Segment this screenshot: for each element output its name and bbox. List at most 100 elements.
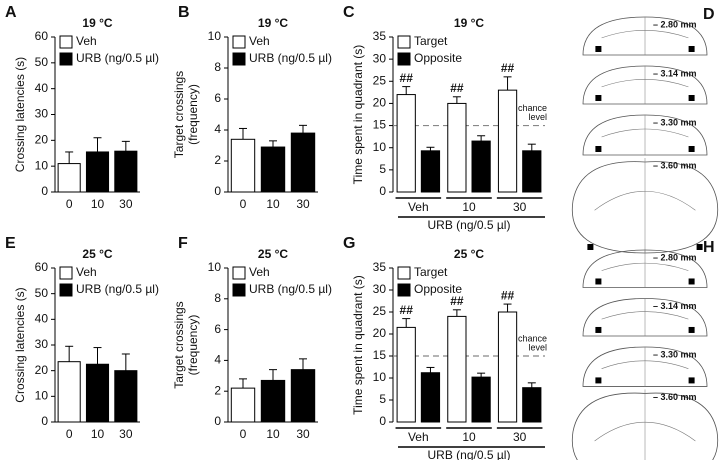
x-tick-label: 30: [513, 430, 527, 444]
error-bar: [93, 137, 102, 152]
y-tick-label: 0: [379, 414, 386, 428]
legend-label: Opposite: [414, 51, 462, 65]
error-bar: [239, 127, 247, 140]
section-label: – 3.30 mm: [653, 349, 697, 359]
x-tick-label: 30: [119, 197, 133, 211]
legend-swatch: [59, 52, 73, 66]
y-axis-label: (frequency): [186, 84, 200, 145]
bar: [114, 370, 138, 423]
y-tick-label: 10: [208, 29, 222, 43]
section-label: – 3.30 mm: [653, 117, 697, 127]
bar: [114, 150, 138, 193]
panel-letter: E: [5, 235, 16, 252]
legend-swatch: [232, 52, 246, 66]
error-bar: [452, 96, 461, 104]
y-tick-label: 2: [214, 383, 221, 397]
ventricle: [688, 326, 695, 333]
section-label: – 3.60 mm: [653, 160, 697, 170]
ventricle: [688, 278, 695, 285]
y-tick-label: 35: [373, 29, 387, 43]
section-label: – 3.14 mm: [653, 68, 697, 78]
bar: [471, 140, 491, 193]
bar: [230, 387, 256, 423]
y-tick-label: 4: [214, 353, 221, 367]
legend-label: Veh: [249, 265, 270, 279]
chance-label: level: [528, 342, 547, 352]
x-tick-label: 10: [91, 427, 105, 441]
ventricle: [696, 244, 703, 250]
chance-label: chance: [518, 103, 547, 113]
error-bar: [426, 146, 435, 151]
bar: [290, 369, 316, 423]
error-bar: [269, 140, 277, 148]
y-tick-label: 30: [35, 107, 49, 121]
x-tick-label: 10: [462, 430, 476, 444]
bar: [230, 138, 256, 193]
legend-swatch: [397, 52, 411, 66]
significance-mark: ##: [501, 288, 515, 302]
bar: [85, 363, 110, 423]
legend-swatch: [59, 35, 73, 49]
y-tick-label: 25: [373, 73, 387, 87]
chart-title: 19 °C: [82, 16, 112, 30]
y-tick-label: 0: [214, 184, 221, 198]
y-tick-label: 30: [373, 51, 387, 65]
y-tick-label: 8: [214, 60, 221, 74]
ventricle: [595, 46, 602, 52]
y-tick-label: 5: [379, 392, 386, 406]
y-tick-label: 20: [35, 363, 49, 377]
legend-label: URB (ng/0.5 µl): [249, 282, 332, 296]
legend-label: URB (ng/0.5 µl): [76, 51, 159, 65]
error-bar: [527, 382, 536, 388]
legend-label: URB (ng/0.5 µl): [249, 51, 332, 65]
section-label: – 2.80 mm: [653, 19, 697, 29]
legend-label: Target: [414, 265, 448, 279]
y-tick-label: 0: [41, 184, 48, 198]
panel-letter: A: [5, 4, 17, 21]
significance-mark: ##: [450, 81, 464, 95]
bar: [290, 132, 316, 193]
y-tick-label: 20: [373, 326, 387, 340]
error-bar: [527, 143, 536, 151]
bar: [396, 94, 416, 193]
y-tick-label: 2: [214, 153, 221, 167]
chance-label: chance: [518, 333, 547, 343]
x-tick-label: 0: [240, 197, 247, 211]
y-tick-label: 6: [214, 322, 221, 336]
error-bar: [269, 369, 277, 381]
legend-swatch: [59, 266, 73, 280]
y-tick-label: 30: [373, 282, 387, 296]
panel-letter: H: [703, 239, 715, 256]
legend-swatch: [397, 35, 411, 49]
ventricle: [595, 326, 602, 333]
y-axis-label: Time spent in quadrant (s): [351, 275, 365, 415]
y-tick-label: 35: [373, 260, 387, 274]
legend-label: Veh: [249, 34, 270, 48]
chart-title: 25 °C: [454, 247, 484, 261]
y-tick-label: 25: [373, 304, 387, 318]
legend-label: Veh: [76, 34, 97, 48]
error-bar: [65, 151, 74, 164]
error-bar: [477, 372, 486, 378]
y-tick-label: 0: [41, 414, 48, 428]
legend-swatch: [397, 283, 411, 297]
y-tick-label: 40: [35, 81, 49, 95]
ventricle: [595, 278, 602, 285]
error-bar: [503, 76, 512, 91]
bar: [471, 376, 491, 423]
y-tick-label: 5: [379, 162, 386, 176]
x-tick-label: Veh: [408, 200, 429, 214]
chart-title: 19 °C: [454, 16, 484, 30]
legend-swatch: [232, 266, 246, 280]
bar: [522, 150, 542, 193]
y-tick-label: 10: [373, 140, 387, 154]
chance-label: level: [528, 112, 547, 122]
legend-label: URB (ng/0.5 µl): [76, 282, 159, 296]
error-bar: [402, 318, 411, 328]
ventricle: [688, 146, 695, 152]
y-axis-label: (frequency): [186, 315, 200, 376]
bar: [447, 102, 467, 193]
x-tick-label: 10: [91, 197, 105, 211]
y-tick-label: 10: [35, 389, 49, 403]
ventricle: [595, 95, 602, 101]
